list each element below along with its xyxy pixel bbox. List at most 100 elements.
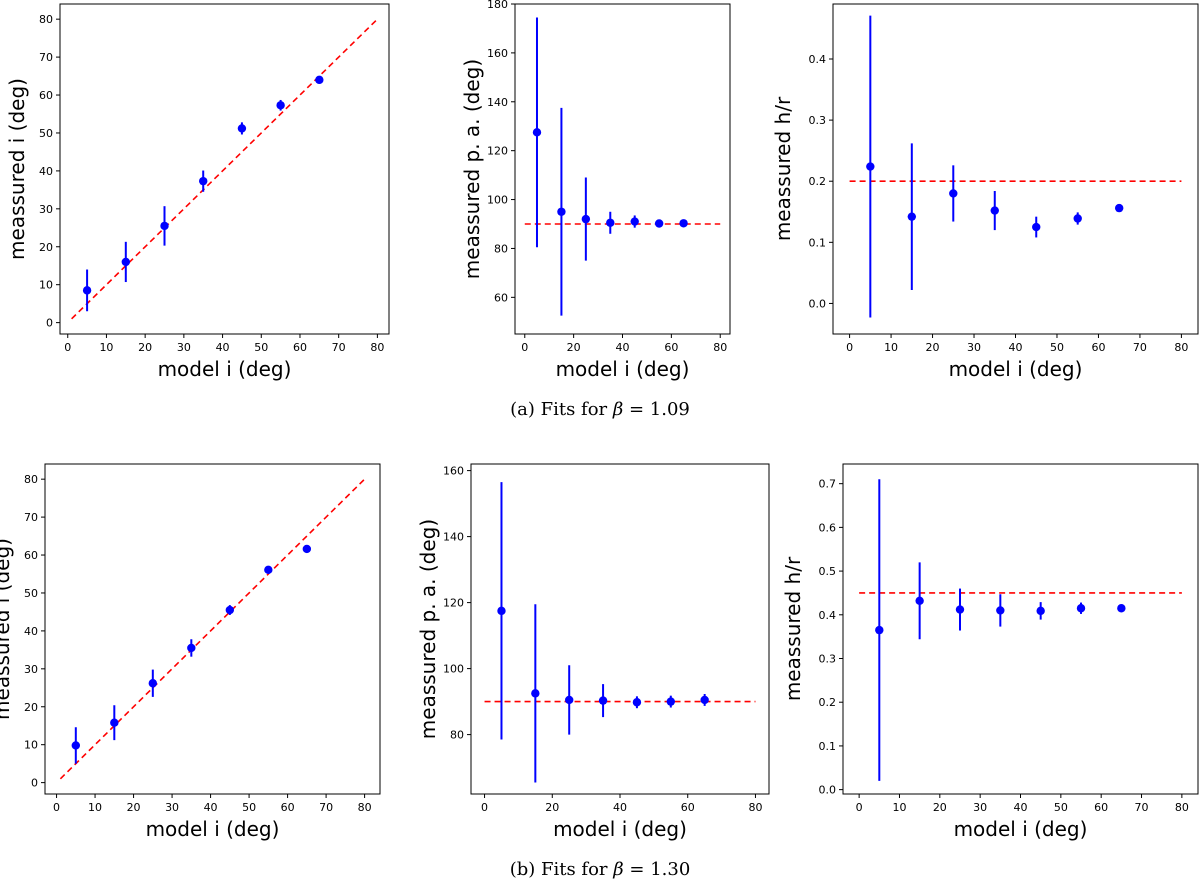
data-point <box>666 697 675 706</box>
chart-a-inclination: 0 10 20 30 40 50 60 70 80 0 10 20 30 40 50 60 70 80 model … <box>5 3 390 381</box>
y-tick-label: 180 <box>487 0 508 11</box>
x-tick-label: 80 <box>713 341 727 354</box>
x-tick-label: 0 <box>64 341 71 354</box>
x-tick-label: 20 <box>567 341 581 354</box>
x-tick-label: 10 <box>884 341 898 354</box>
data-point <box>679 219 688 228</box>
y-tick-label: 0.7 <box>819 478 837 491</box>
data-point <box>1114 203 1124 213</box>
y-tick-label: 30 <box>39 203 53 216</box>
x-tick-label: 40 <box>616 341 630 354</box>
data-point <box>654 219 664 228</box>
x-tick-label: 0 <box>521 341 528 354</box>
y-axis-label: meassured i (deg) <box>0 538 14 720</box>
data-point <box>187 643 196 653</box>
x-tick-label: 30 <box>177 341 191 354</box>
chart-a-scale-height: 0 10 20 30 40 50 60 70 80 0.0 0.1 0.2 0.3 0.4 model i … <box>771 3 1199 381</box>
data-point <box>531 689 540 698</box>
y-tick-label: 160 <box>487 47 508 60</box>
data-point <box>264 565 273 575</box>
data-point <box>581 214 591 224</box>
y-axis-label: meassured i (deg) <box>5 78 29 260</box>
data-point <box>1032 222 1041 232</box>
x-tick-label: 20 <box>545 801 559 814</box>
y-tick-label: 100 <box>487 194 508 207</box>
chart-b-inclination: 0 10 20 30 40 50 60 70 80 0 10 20 30 40 50 60 70 80 model … <box>0 463 381 841</box>
y-tick-label: 0.3 <box>819 653 837 666</box>
y-tick-label: 0.5 <box>819 565 837 578</box>
y-tick-label: 60 <box>494 291 508 304</box>
data-point <box>148 679 158 688</box>
y-tick-label: 0 <box>46 317 53 330</box>
x-tick-label: 10 <box>892 801 906 814</box>
x-axis-label: model i (deg) <box>556 357 690 381</box>
x-tick-label: 50 <box>1054 801 1068 814</box>
x-tick-label: 30 <box>967 341 981 354</box>
y-tick-label: 100 <box>443 663 464 676</box>
plot-frame <box>514 3 731 335</box>
caption-b-suffix: = 1.30 <box>623 859 691 880</box>
data-point <box>71 741 81 750</box>
data-point <box>276 101 285 110</box>
x-tick-label: 20 <box>138 341 152 354</box>
data-point <box>532 128 542 137</box>
y-tick-label: 160 <box>443 465 464 478</box>
x-tick-label: 40 <box>204 801 218 814</box>
y-tick-label: 80 <box>494 242 508 255</box>
data-point <box>1117 604 1126 613</box>
x-tick-label: 70 <box>1135 801 1149 814</box>
x-tick-label: 10 <box>88 801 102 814</box>
data-point <box>630 217 639 226</box>
y-tick-label: 140 <box>487 96 508 109</box>
caption-a-symbol: β <box>612 399 624 420</box>
data-point <box>199 176 208 186</box>
y-tick-label: 10 <box>39 279 53 292</box>
y-tick-label: 50 <box>24 587 38 600</box>
x-tick-label: 60 <box>293 341 307 354</box>
x-tick-label: 70 <box>319 801 333 814</box>
y-tick-label: 0.2 <box>809 175 827 188</box>
x-axis-label: model i (deg) <box>954 817 1088 841</box>
y-tick-label: 0.4 <box>819 609 837 622</box>
y-tick-label: 20 <box>39 241 53 254</box>
caption-a-prefix: (a) Fits for <box>510 399 613 420</box>
y-tick-label: 80 <box>450 729 464 742</box>
data-point <box>990 206 999 215</box>
y-tick-label: 60 <box>39 89 53 102</box>
y-axis-label: meassured h/r <box>781 556 805 701</box>
data-point <box>598 696 608 705</box>
y-tick-label: 140 <box>443 531 464 544</box>
x-tick-label: 40 <box>1009 341 1023 354</box>
data-point <box>1073 214 1082 223</box>
data-point <box>497 606 506 616</box>
x-tick-label: 80 <box>370 341 384 354</box>
data-point <box>606 218 615 227</box>
x-tick-label: 80 <box>1175 801 1189 814</box>
y-tick-label: 40 <box>24 625 38 638</box>
caption-b-symbol: β <box>613 859 624 880</box>
y-tick-label: 40 <box>39 165 53 178</box>
caption-a: (a) Fits for β = 1.09 <box>0 399 1200 420</box>
y-tick-label: 0.6 <box>819 521 837 534</box>
x-tick-label: 60 <box>1094 801 1108 814</box>
y-tick-label: 0.3 <box>809 114 827 127</box>
data-point <box>996 606 1005 615</box>
data-point <box>1076 604 1086 613</box>
y-tick-label: 120 <box>443 597 464 610</box>
data-point <box>949 189 958 198</box>
data-point <box>565 695 574 705</box>
x-tick-label: 20 <box>926 341 940 354</box>
x-tick-label: 40 <box>1014 801 1028 814</box>
y-axis-label: meassured h/r <box>771 96 795 241</box>
x-tick-label: 50 <box>1050 341 1064 354</box>
x-tick-label: 0 <box>481 801 488 814</box>
data-point <box>315 75 324 85</box>
y-tick-label: 70 <box>24 511 38 524</box>
data-point <box>907 212 917 221</box>
x-axis-label: model i (deg) <box>146 817 280 841</box>
reference-line <box>59 478 366 780</box>
data-point <box>557 207 566 216</box>
x-tick-label: 20 <box>933 801 947 814</box>
x-tick-label: 40 <box>613 801 627 814</box>
x-tick-label: 60 <box>664 341 678 354</box>
